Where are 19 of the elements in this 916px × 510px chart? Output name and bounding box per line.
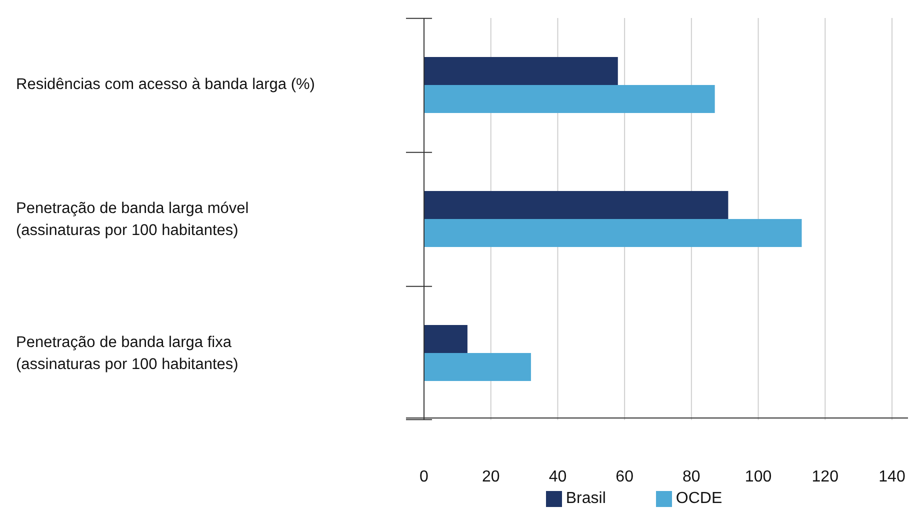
bar [424,85,715,113]
legend-label: OCDE [676,490,722,507]
bar [424,219,802,247]
y-tick-label: Penetração de banda larga móvel (assinaturas por 100 habitantes) [16,200,249,240]
legend-label: Brasil [566,490,606,507]
x-tick-label: 0 [420,468,429,486]
y-tick-label: Penetração de banda larga fixa (assinaturas por 100 habitantes) [16,334,238,374]
x-tick-label: 100 [744,468,772,486]
bar [424,191,728,219]
x-tick-label: 20 [482,468,500,486]
y-tick-label: Residências com acesso à banda larga (%) [16,76,315,94]
bar [424,353,531,381]
x-tick-label: 140 [878,468,906,486]
bar [424,325,468,353]
x-tick-label: 80 [682,468,700,486]
bar [424,57,618,85]
x-tick-label: 120 [812,468,839,486]
x-tick-label: 40 [548,468,567,486]
x-tick-label: 60 [616,468,634,486]
